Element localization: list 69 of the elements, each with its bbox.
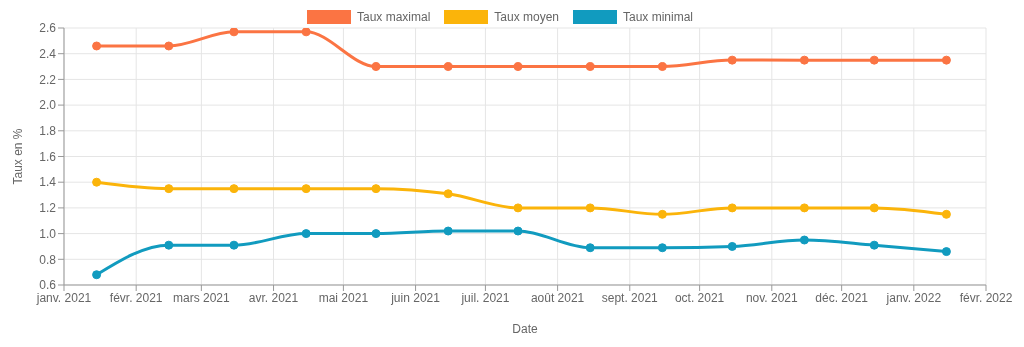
point (657, 243, 667, 253)
x-tick-label: juin 2021 (390, 290, 441, 305)
x-tick-label: avr. 2021 (248, 290, 299, 305)
point (799, 55, 809, 65)
x-axis-title: Date (512, 322, 538, 336)
x-tick-label: déc. 2021 (815, 290, 869, 305)
x-tick-label: sept. 2021 (601, 290, 659, 305)
point (869, 203, 879, 213)
point (727, 55, 737, 65)
point (585, 243, 595, 253)
point (164, 240, 174, 250)
point (727, 203, 737, 213)
point (301, 28, 311, 37)
point (164, 184, 174, 194)
point (513, 203, 523, 213)
x-tick-label: févr. 2022 (959, 290, 1013, 305)
point (229, 240, 239, 250)
point (869, 55, 879, 65)
point (229, 184, 239, 194)
y-tick-label: 1.4 (39, 175, 57, 190)
x-tick-label: août 2021 (530, 290, 585, 305)
point (164, 41, 174, 51)
y-tick-label: 1.6 (39, 149, 57, 164)
x-tick-label: nov. 2021 (745, 290, 799, 305)
legend-label: Taux minimal (623, 10, 694, 24)
point (229, 28, 239, 37)
y-tick-label: 2.4 (39, 46, 57, 61)
point (301, 184, 311, 194)
point (585, 203, 595, 213)
y-tick-label: 2.2 (39, 72, 57, 87)
y-tick-label: 1.8 (39, 124, 57, 139)
point (799, 203, 809, 213)
legend-label: Taux maximal (356, 10, 431, 24)
point (799, 235, 809, 245)
y-tick-label: 2.0 (39, 98, 57, 113)
point (92, 270, 102, 280)
y-tick-label: 0.6 (39, 278, 57, 293)
y-tick-label: 1.0 (39, 226, 57, 241)
point (585, 62, 595, 72)
point (513, 62, 523, 72)
legend-label: Taux moyen (494, 10, 560, 24)
point (301, 229, 311, 239)
y-tick-label: 2.6 (39, 21, 57, 36)
point (371, 184, 381, 194)
point (727, 241, 737, 251)
x-tick-label: févr. 2021 (109, 290, 163, 305)
y-tick-label: 1.2 (39, 201, 57, 216)
y-tick-label: 0.8 (39, 252, 57, 267)
point (941, 247, 951, 257)
point (657, 209, 667, 219)
point (92, 41, 102, 51)
point (657, 62, 667, 72)
point (941, 55, 951, 65)
point (443, 189, 453, 199)
point (513, 226, 523, 236)
point (92, 177, 102, 187)
y-axis-title: Taux en % (11, 128, 26, 185)
x-tick-label: mars 2021 (173, 290, 231, 305)
x-tick-label: mai 2021 (318, 290, 369, 305)
point (371, 229, 381, 239)
point (371, 62, 381, 72)
point (443, 62, 453, 72)
point (941, 209, 951, 219)
x-tick-label: oct. 2021 (674, 290, 725, 305)
x-tick-label: janv. 2022 (885, 290, 942, 305)
point (869, 240, 879, 250)
x-tick-label: janv. 2021 (35, 290, 92, 305)
x-tick-label: juil. 2021 (460, 290, 510, 305)
point (443, 226, 453, 236)
